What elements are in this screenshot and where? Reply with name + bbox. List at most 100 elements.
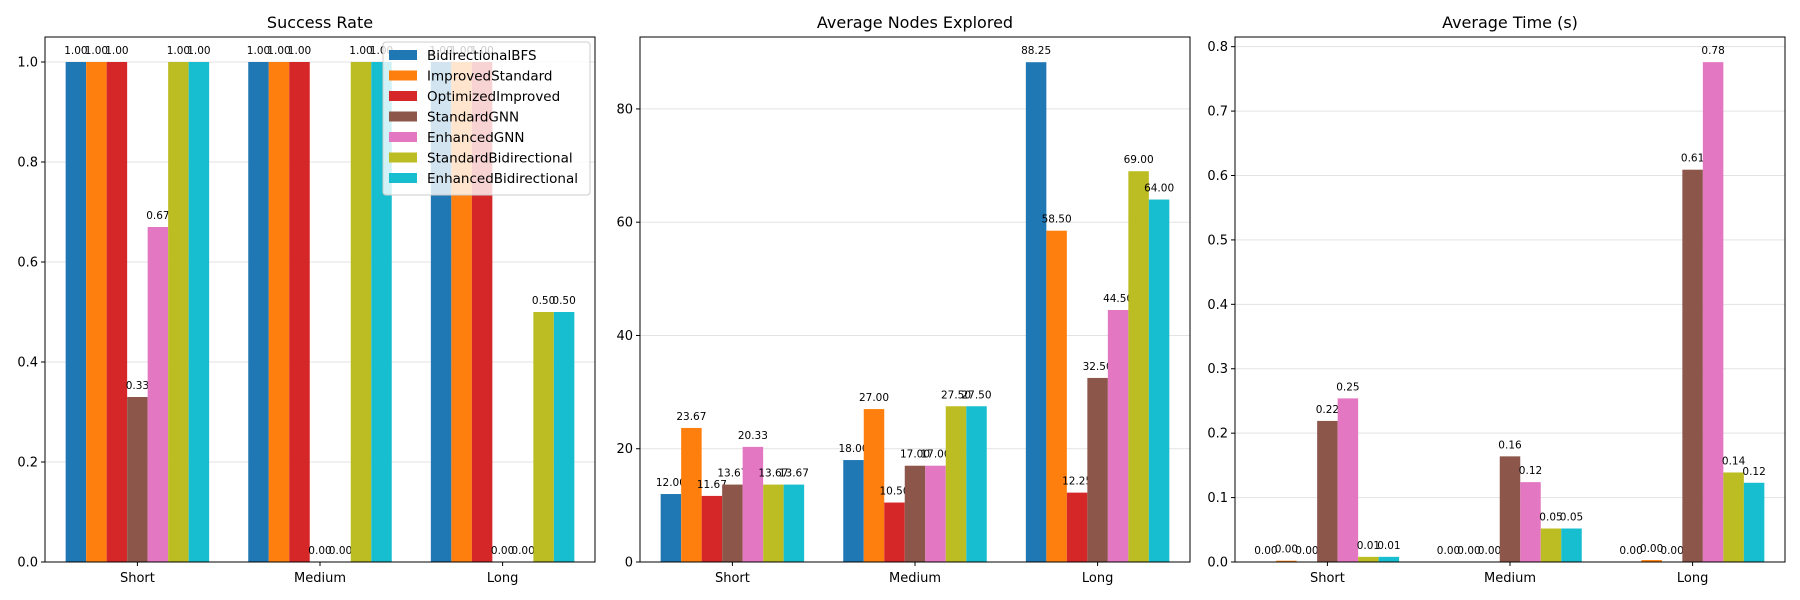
bar [925,465,946,562]
bar [660,494,682,562]
bar [268,62,290,562]
bar-value-label: 0.22 [1316,404,1339,416]
y-tick-label: 0.4 [17,356,38,371]
bar-value-label: 0.33 [126,380,149,392]
y-tick-label: 0.6 [1207,169,1228,184]
bar [1682,169,1703,562]
y-tick-label: 1.0 [17,56,38,71]
legend-label: BidirectionalBFS [427,48,537,64]
bar [722,484,743,562]
chart-title: Success Rate [267,13,373,32]
bar-value-label: 1.00 [187,45,210,57]
x-tick-label: Medium [1484,571,1536,586]
x-tick-label: Short [715,571,750,586]
legend-label: EnhancedGNN [427,130,524,146]
legend-label: OptimizedImproved [427,89,560,105]
bar-value-label: 0.00 [1437,545,1460,557]
bar-value-label: 12.00 [656,477,686,489]
y-tick-label: 0.8 [1207,40,1228,55]
y-tick-label: 80 [616,102,633,117]
bar [1046,230,1067,562]
bar-value-label: 0.01 [1377,540,1400,552]
bar-value-label: 64.00 [1144,183,1174,195]
bar-value-label: 27.50 [941,389,971,401]
y-tick-label: 0.7 [1207,105,1228,120]
bar [553,312,575,562]
bar-value-label: 17.00 [920,449,950,461]
bar [1025,62,1047,562]
legend-label: StandardGNN [427,110,519,126]
bar-value-label: 1.00 [247,45,270,57]
bar-value-label: 0.00 [1619,545,1642,557]
bar-value-label: 0.78 [1701,45,1724,57]
x-tick-label: Medium [889,571,941,586]
bar-value-label: 58.50 [1042,214,1072,226]
legend-box [382,41,591,196]
bar [1337,398,1359,562]
bar [783,484,805,562]
bar [1107,309,1129,562]
y-tick-label: 0.6 [17,256,38,271]
bar-value-label: 0.05 [1539,512,1562,524]
y-tick-label: 0.5 [1207,233,1228,248]
bar-value-label: 1.00 [288,45,311,57]
bar [1358,556,1379,562]
bar-value-label: 0.00 [1254,545,1277,557]
bar-value-label: 23.67 [676,411,706,423]
bar [106,62,128,562]
bar [763,484,784,562]
y-tick-label: 0.3 [1207,362,1228,377]
bar-value-label: 11.67 [697,479,727,491]
legend-swatch [389,111,417,122]
bar [127,397,148,562]
x-tick-label: Long [1677,571,1708,586]
bar [1520,482,1541,562]
bar [168,62,189,562]
bar [147,227,169,562]
y-tick-label: 0.4 [1207,298,1228,313]
x-tick-label: Medium [294,571,346,586]
bar-value-label: 32.50 [1083,361,1113,373]
bar-value-label: 0.00 [1640,543,1663,555]
bar [533,312,554,562]
chart-title: Average Time (s) [1442,13,1578,32]
legend-swatch [389,173,417,183]
bar [966,406,987,562]
bar [904,465,926,562]
bar [1540,528,1562,562]
bar-value-label: 17.00 [900,449,930,461]
bar-value-label: 0.25 [1336,381,1359,393]
bar-value-label: 0.67 [146,210,169,222]
bar-value-label: 13.67 [779,468,809,480]
bar [1723,472,1744,562]
bar [1276,560,1297,562]
bar-value-label: 0.12 [1519,465,1542,477]
y-tick-label: 0.0 [17,556,38,571]
bar-value-label: 0.00 [491,545,514,557]
bar [248,62,269,562]
legend-swatch [389,91,417,101]
x-tick-label: Long [487,571,518,586]
bar-value-label: 0.00 [308,545,331,557]
bar-value-label: 0.01 [1357,540,1380,552]
bar [350,62,372,562]
y-tick-label: 0.2 [1207,427,1228,442]
legend-label: ImprovedStandard [427,69,553,85]
y-tick-label: 0.1 [1207,491,1228,506]
bar [188,62,210,562]
bar [945,406,967,562]
x-tick-label: Short [120,571,155,586]
bar-value-label: 0.00 [1478,545,1501,557]
bar [1641,560,1662,562]
bar [681,427,702,562]
bar-value-label: 0.00 [1457,545,1480,557]
y-tick-label: 60 [616,216,633,231]
bar [1066,492,1088,562]
y-tick-label: 40 [616,329,633,344]
bar [742,446,764,562]
bar-value-label: 12.25 [1062,476,1092,488]
y-tick-label: 20 [616,442,633,457]
bar-value-label: 27.50 [961,389,991,401]
bar [65,62,87,562]
legend-label: StandardBidirectional [427,151,573,167]
